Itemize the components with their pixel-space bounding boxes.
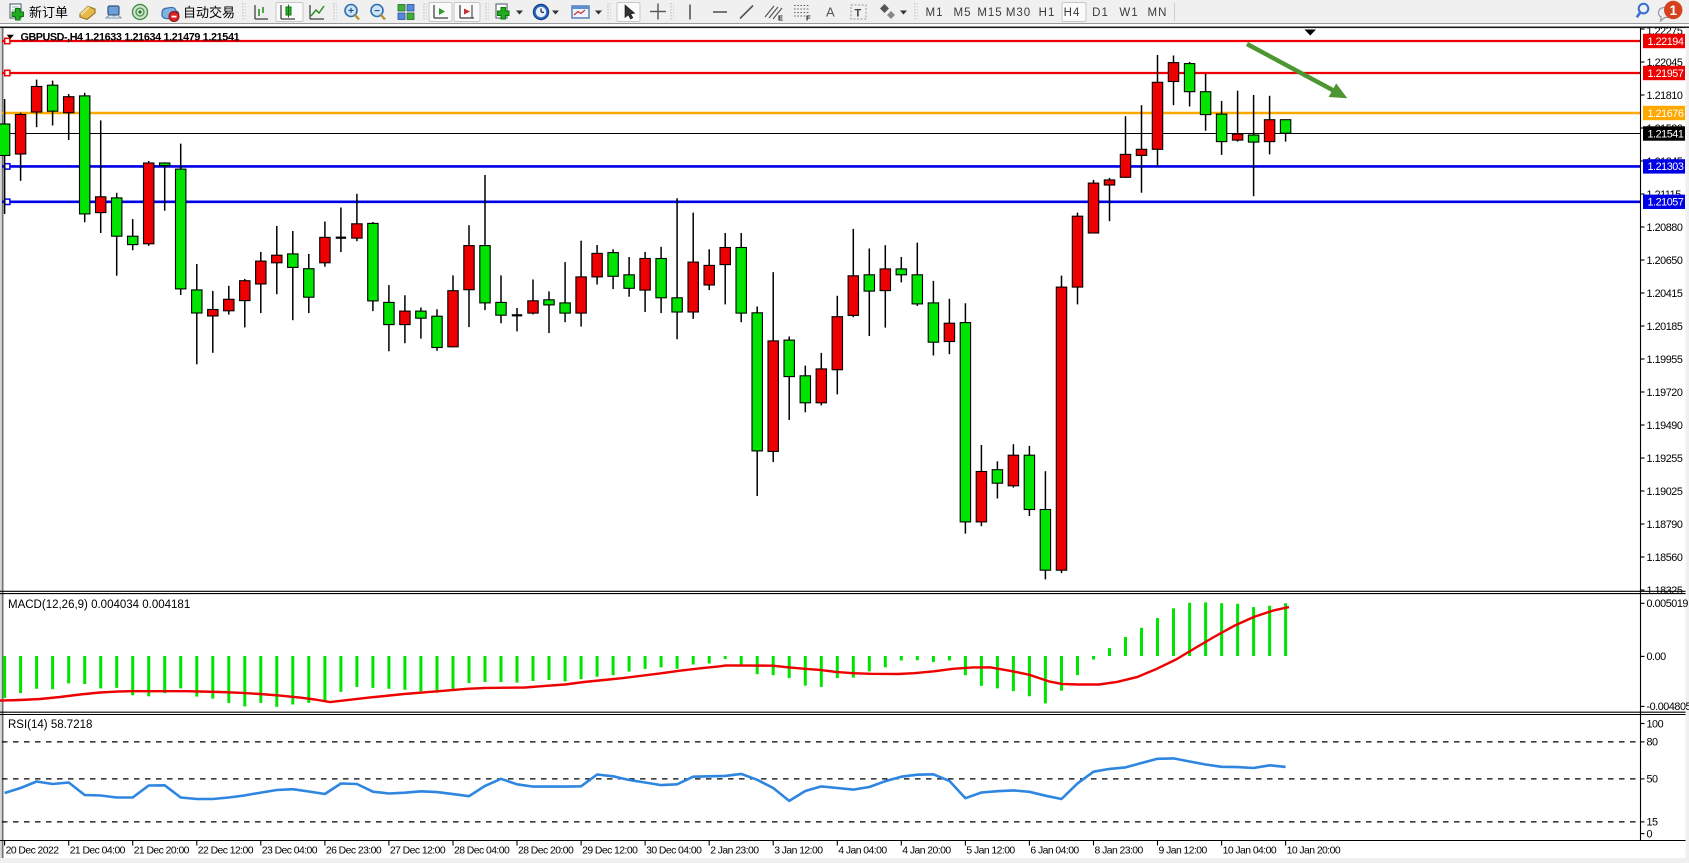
svg-text:1.20650: 1.20650 <box>1647 255 1683 267</box>
svg-text:80: 80 <box>1647 737 1659 749</box>
svg-text:M30: M30 <box>1006 7 1031 19</box>
svg-text:28 Dec 04:00: 28 Dec 04:00 <box>454 845 510 856</box>
svg-text:1.19025: 1.19025 <box>1647 486 1683 498</box>
svg-text:自动交易: 自动交易 <box>183 5 235 20</box>
svg-text:M15: M15 <box>977 7 1002 19</box>
svg-text:6 Jan 04:00: 6 Jan 04:00 <box>1030 845 1079 856</box>
svg-text:1.21541: 1.21541 <box>1648 128 1684 140</box>
svg-text:50: 50 <box>1647 774 1659 786</box>
svg-text:1.20415: 1.20415 <box>1647 288 1683 300</box>
svg-text:29 Dec 12:00: 29 Dec 12:00 <box>582 845 638 856</box>
svg-text:100: 100 <box>1647 718 1664 730</box>
svg-text:3 Jan 12:00: 3 Jan 12:00 <box>774 845 823 856</box>
svg-text:22 Dec 12:00: 22 Dec 12:00 <box>198 845 254 856</box>
svg-text:+: + <box>348 6 354 17</box>
svg-text:15: 15 <box>1647 817 1659 829</box>
svg-text:1.22194: 1.22194 <box>1648 36 1684 48</box>
svg-text:M5: M5 <box>954 7 972 19</box>
svg-text:0.00: 0.00 <box>1647 651 1667 663</box>
svg-text:10 Jan 04:00: 10 Jan 04:00 <box>1223 845 1277 856</box>
svg-text:8 Jan 23:00: 8 Jan 23:00 <box>1095 845 1144 856</box>
svg-text:W1: W1 <box>1119 7 1138 19</box>
svg-text:-0.004805: -0.004805 <box>1647 701 1689 713</box>
svg-text:21 Dec 04:00: 21 Dec 04:00 <box>70 845 126 856</box>
svg-text:1.19955: 1.19955 <box>1647 354 1683 366</box>
svg-text:21 Dec 20:00: 21 Dec 20:00 <box>134 845 190 856</box>
svg-text:1.21057: 1.21057 <box>1648 197 1684 209</box>
svg-text:10 Jan 20:00: 10 Jan 20:00 <box>1287 845 1341 856</box>
svg-text:28 Dec 20:00: 28 Dec 20:00 <box>518 845 574 856</box>
svg-text:F: F <box>806 14 811 23</box>
svg-text:1.21957: 1.21957 <box>1648 68 1684 80</box>
svg-text:1.21676: 1.21676 <box>1648 108 1684 120</box>
svg-text:1.18790: 1.18790 <box>1647 519 1683 531</box>
svg-text:1.21810: 1.21810 <box>1647 90 1683 102</box>
svg-text:2 Jan 23:00: 2 Jan 23:00 <box>710 845 759 856</box>
svg-text:1.20880: 1.20880 <box>1647 222 1683 234</box>
svg-text:MACD(12,26,9) 0.004034 0.00418: MACD(12,26,9) 0.004034 0.004181 <box>8 599 190 611</box>
svg-text:26 Dec 23:00: 26 Dec 23:00 <box>326 845 382 856</box>
svg-text:RSI(14) 58.7218: RSI(14) 58.7218 <box>8 719 92 731</box>
svg-text:4 Jan 20:00: 4 Jan 20:00 <box>902 845 951 856</box>
svg-text:T: T <box>855 8 862 20</box>
svg-text:30 Dec 04:00: 30 Dec 04:00 <box>646 845 702 856</box>
svg-text:D1: D1 <box>1092 7 1109 19</box>
svg-text:−: − <box>374 6 380 17</box>
svg-text:GBPUSD-,H4: GBPUSD-,H4 <box>21 32 84 44</box>
svg-text:9 Jan 12:00: 9 Jan 12:00 <box>1159 845 1208 856</box>
svg-text:20 Dec 2022: 20 Dec 2022 <box>6 845 60 856</box>
svg-text:1.18560: 1.18560 <box>1647 552 1683 564</box>
svg-text:0: 0 <box>1647 828 1653 840</box>
svg-text:0.005019: 0.005019 <box>1647 598 1689 610</box>
svg-text:4 Jan 04:00: 4 Jan 04:00 <box>838 845 887 856</box>
svg-text:A: A <box>826 5 835 20</box>
svg-text:1.21303: 1.21303 <box>1648 161 1684 173</box>
svg-text:1.18325: 1.18325 <box>1647 585 1683 597</box>
svg-text:1.19720: 1.19720 <box>1647 387 1683 399</box>
svg-text:MN: MN <box>1148 7 1168 19</box>
svg-text:23 Dec 04:00: 23 Dec 04:00 <box>262 845 318 856</box>
svg-text:1.21633 1.21634 1.21479 1.2154: 1.21633 1.21634 1.21479 1.21541 <box>85 32 240 44</box>
svg-text:27 Dec 12:00: 27 Dec 12:00 <box>390 845 446 856</box>
svg-text:H1: H1 <box>1039 7 1056 19</box>
svg-text:5 Jan 12:00: 5 Jan 12:00 <box>966 845 1015 856</box>
svg-text:M1: M1 <box>926 7 944 19</box>
svg-text:1: 1 <box>1669 3 1677 18</box>
svg-text:E: E <box>778 14 783 23</box>
svg-text:1.19255: 1.19255 <box>1647 453 1683 465</box>
svg-text:1.20185: 1.20185 <box>1647 321 1683 333</box>
svg-text:新订单: 新订单 <box>29 5 68 20</box>
svg-text:1.19490: 1.19490 <box>1647 420 1683 432</box>
svg-text:H4: H4 <box>1064 7 1081 19</box>
